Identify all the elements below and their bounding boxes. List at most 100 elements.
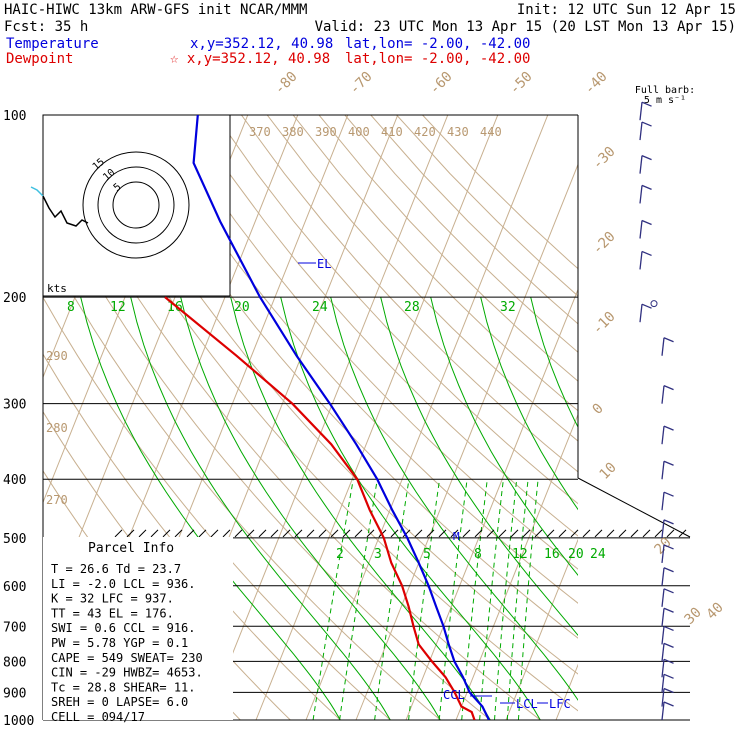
- isotherm-line: [205, 115, 449, 720]
- hatch-mark: [246, 529, 255, 538]
- isotherm-label: 0: [590, 401, 607, 418]
- barb-legend-subtitle: 5 m s⁻¹: [644, 95, 686, 106]
- wind-barb-flag: [663, 701, 674, 707]
- parcel-info-row: T = 26.6 Td = 23.7: [51, 562, 181, 576]
- moist-adiabat-line: [280, 296, 541, 720]
- wind-barb-flag: [641, 184, 652, 191]
- pressure-tick-label: 300: [3, 398, 26, 413]
- isotherm-line: [405, 288, 578, 720]
- theta-label: 410: [381, 125, 403, 139]
- hatch-mark: [522, 529, 531, 538]
- pressure-tick-label: 1000: [3, 714, 34, 729]
- wind-barb-staff: [639, 121, 643, 141]
- mixing-ratio-label: 32: [500, 300, 516, 315]
- mixing-ratio-label: 16: [544, 547, 560, 562]
- wind-barb-flag: [663, 658, 674, 664]
- wind-barb-staff: [639, 251, 643, 270]
- wind-barb-staff: [661, 588, 665, 607]
- wind-barb-flag: [663, 385, 674, 391]
- right-axis-line: [577, 477, 691, 538]
- sounding-profiles: [164, 115, 490, 720]
- hatch-mark: [402, 529, 411, 538]
- header-valid: Valid: 23 UTC Mon 13 Apr 15 (20 LST Mon …: [315, 19, 736, 35]
- isotherm-label: -80: [272, 69, 301, 98]
- hatch-mark: [438, 529, 447, 538]
- hatch-mark: [642, 529, 651, 538]
- wind-barb-flag: [663, 625, 674, 632]
- dewpoint-readout: ☆ x,y=352.12, 40.98: [170, 51, 330, 67]
- pressure-tick-label: 700: [3, 620, 26, 635]
- wind-barb-staff: [661, 701, 665, 721]
- wind-barb-flag: [641, 101, 652, 107]
- theta-label: 290: [46, 349, 68, 363]
- wind-barb-staff: [661, 385, 665, 404]
- hatch-mark: [222, 529, 231, 538]
- dry-adiabat-line: [43, 240, 441, 720]
- temperature-latlon: lat,lon= -2.00, -42.00: [345, 36, 530, 52]
- parcel-info-background: [43, 537, 233, 720]
- hatch-mark: [570, 529, 579, 538]
- wind-barb-staff: [639, 185, 643, 204]
- hatch-mark: [618, 529, 627, 538]
- dry-adiabat-line: [163, 115, 578, 570]
- mixing-ratio-line: [479, 479, 504, 720]
- mixing-ratio-label: 20: [234, 300, 250, 315]
- mixing-ratio-line: [438, 479, 468, 720]
- wind-barb-staff: [639, 155, 643, 174]
- hatch-mark: [630, 529, 639, 538]
- wind-barb-flag: [641, 155, 652, 161]
- wind-barb-panel: Full barb: 5 m s⁻¹: [635, 85, 695, 721]
- calm-wind-marker: [650, 300, 658, 308]
- hatch-mark: [150, 529, 159, 538]
- dry-adiabat-line: [85, 115, 578, 675]
- hatch-mark: [342, 529, 351, 538]
- el-label: EL: [317, 257, 331, 271]
- mixing-ratio-label: 12: [512, 547, 528, 562]
- wind-barb-flag: [641, 250, 652, 257]
- hatch-mark: [426, 529, 435, 538]
- isotherm-line: [455, 413, 578, 720]
- wind-barb-staff: [661, 567, 665, 586]
- pressure-tick-label: 900: [3, 686, 26, 701]
- parcel-info-row: CELL = 094/17: [51, 710, 145, 724]
- hatch-mark: [546, 529, 555, 538]
- moist-adiabat-line: [430, 296, 578, 576]
- dry-adiabat-line: [370, 115, 578, 325]
- parcel-info-panel: Parcel Info T = 26.6 Td = 23.7LI = -2.0 …: [43, 537, 233, 724]
- wind-barb-flag: [663, 544, 674, 550]
- pressure-tick-label: 600: [3, 580, 26, 595]
- hatch-mark: [582, 529, 591, 538]
- hatch-mark: [354, 529, 363, 538]
- wind-barb-flag: [663, 588, 674, 594]
- wind-barb-flag: [641, 121, 652, 127]
- dry-adiabat-line: [292, 115, 578, 412]
- hatch-mark: [414, 529, 423, 538]
- dry-adiabat-line: [189, 115, 578, 537]
- wind-barb-flag: [663, 607, 674, 613]
- moist-adiabat-line: [380, 296, 578, 637]
- hatch-mark: [534, 529, 543, 538]
- theta-label: 400: [348, 125, 370, 139]
- pressure-tick-label: 200: [3, 291, 26, 306]
- mixing-ratio-line: [312, 479, 354, 720]
- isotherm-label: -30: [590, 144, 619, 173]
- wind-barb-flag: [663, 425, 674, 431]
- mixing-ratio-line: [506, 479, 529, 720]
- wind-barb-staff: [639, 220, 643, 239]
- hodograph-ring: [112, 181, 160, 229]
- isotherm-label: -10: [590, 309, 619, 338]
- hatch-mark: [462, 529, 471, 538]
- wind-barb-staff: [661, 492, 665, 511]
- wind-barb-flag: [641, 219, 652, 226]
- wind-barb-staff: [661, 461, 665, 480]
- dry-adiabat-line: [43, 185, 491, 720]
- wind-barb-flag: [663, 519, 674, 525]
- hatch-mark: [138, 529, 147, 538]
- theta-label: 390: [315, 125, 337, 139]
- hatch-mark: [606, 529, 615, 538]
- hatch-mark: [258, 529, 267, 538]
- lfc-label: LFC: [549, 697, 571, 711]
- hatch-mark: [162, 529, 171, 538]
- dry-adiabat-line: [318, 115, 578, 382]
